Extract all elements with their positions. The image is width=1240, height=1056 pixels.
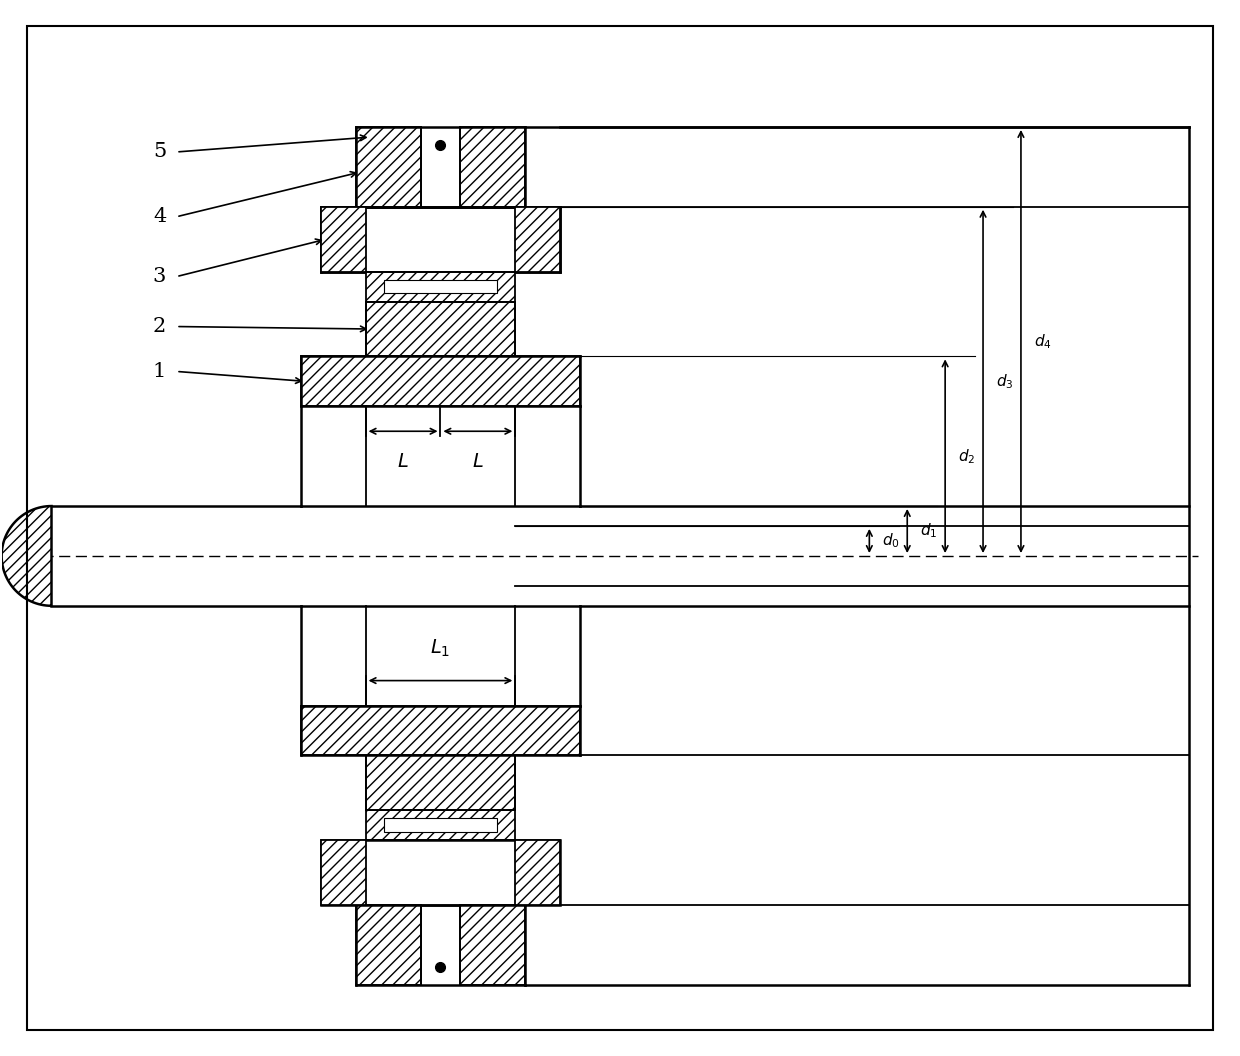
Bar [321,207,366,271]
Text: $d_4$: $d_4$ [1034,333,1052,351]
Bar [383,280,497,294]
Bar [366,755,516,810]
Bar [460,127,526,207]
Bar [321,207,560,271]
Bar [366,302,516,357]
Bar [516,207,560,271]
Bar [460,905,526,985]
Text: 2: 2 [153,317,166,336]
Text: 3: 3 [153,267,166,286]
Text: 4: 4 [153,207,166,226]
Text: $d_0$: $d_0$ [883,531,900,550]
Bar [366,810,516,841]
Bar [321,841,560,905]
Bar [301,357,580,407]
Bar [356,905,420,985]
Bar [516,841,560,905]
Text: $L$: $L$ [397,453,409,471]
Bar [301,705,580,755]
Text: 1: 1 [153,362,166,381]
Polygon shape [1,506,52,606]
Text: $d_1$: $d_1$ [920,522,937,541]
Bar [356,127,420,207]
Text: 5: 5 [153,143,166,162]
Bar [383,818,497,832]
Bar [366,271,516,302]
Text: $L_1$: $L_1$ [430,638,450,659]
Text: $d_3$: $d_3$ [996,372,1013,391]
Bar [321,841,366,905]
Text: $d_2$: $d_2$ [959,447,976,466]
Text: $L$: $L$ [472,453,484,471]
